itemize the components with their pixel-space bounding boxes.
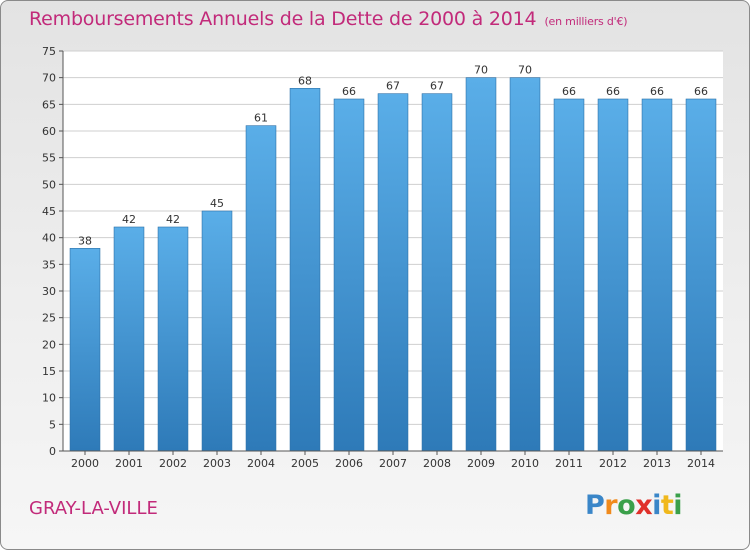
value-label-2005: 68 (298, 74, 312, 87)
y-tick-label: 75 (42, 45, 56, 58)
y-tick-label: 70 (42, 72, 56, 85)
x-tick-label-2014: 2014 (687, 457, 715, 470)
x-tick-label-2010: 2010 (511, 457, 539, 470)
bar-2004 (245, 125, 277, 452)
logo-letter: o (617, 490, 636, 521)
value-label-2003: 45 (210, 197, 224, 210)
bar-2000 (69, 248, 101, 452)
value-labels: 38 42 42 45 61 68 66 67 67 70 70 66 66 66 66 (78, 64, 708, 248)
y-tick-label: 55 (42, 152, 56, 165)
x-tick-label-2003: 2003 (203, 457, 231, 470)
value-label-2009: 70 (474, 64, 488, 77)
value-label-2012: 66 (606, 85, 620, 98)
chart-title-text: Remboursements Annuels de la Dette de 20… (29, 8, 537, 30)
x-tick-label-2002: 2002 (159, 457, 187, 470)
y-tick-label: 5 (49, 418, 56, 431)
bar-2013 (641, 98, 673, 452)
y-tick-label: 0 (49, 445, 56, 458)
chart-title: Remboursements Annuels de la Dette de 20… (29, 8, 628, 30)
value-label-2006: 66 (342, 85, 356, 98)
value-label-2002: 42 (166, 213, 180, 226)
value-label-2011: 66 (562, 85, 576, 98)
value-label-2010: 70 (518, 64, 532, 77)
x-tick-label-2007: 2007 (379, 457, 407, 470)
bar-2011 (553, 98, 585, 452)
proxiti-logo: Proxiti (585, 490, 683, 521)
x-tick-label-2009: 2009 (467, 457, 495, 470)
commune-name: GRAY-LA-VILLE (29, 498, 158, 519)
y-tick-label: 45 (42, 205, 56, 218)
x-tick-label-2004: 2004 (247, 457, 275, 470)
value-label-2004: 61 (254, 112, 268, 125)
logo-letter: x (635, 490, 653, 521)
value-label-2007: 67 (386, 80, 400, 93)
y-tick-label: 20 (42, 338, 56, 351)
bar-2009 (465, 77, 497, 452)
bar-2006 (333, 98, 365, 452)
y-tick-label: 40 (42, 232, 56, 245)
bar-2012 (597, 98, 629, 452)
y-tick-label: 35 (42, 258, 56, 271)
value-label-2000: 38 (78, 234, 92, 247)
bar-2008 (421, 93, 453, 452)
bar-2010 (509, 77, 541, 452)
chart-unit-label: (en milliers d'€) (544, 15, 628, 28)
bar-2001 (113, 226, 145, 452)
bar-2007 (377, 93, 409, 452)
x-tick-label-2001: 2001 (115, 457, 143, 470)
x-tick-label-2012: 2012 (599, 457, 627, 470)
y-axis-ticks: 0 5 10 15 20 25 30 35 40 45 50 55 60 65 70 75 (42, 45, 63, 458)
value-label-2014: 66 (694, 85, 708, 98)
x-axis-ticks: 2000 2001 2002 2003 2004 2005 2006 2007 2008 2009… (71, 451, 715, 470)
y-tick-label: 65 (42, 98, 56, 111)
x-tick-label-2008: 2008 (423, 457, 451, 470)
logo-letter: P (585, 490, 605, 521)
bar-2002 (157, 226, 189, 452)
logo-letter: t (660, 490, 674, 521)
x-tick-label-2006: 2006 (335, 457, 363, 470)
x-tick-label-2013: 2013 (643, 457, 671, 470)
x-tick-label-2005: 2005 (291, 457, 319, 470)
y-tick-label: 15 (42, 365, 56, 378)
bar-2003 (201, 210, 233, 452)
y-tick-label: 60 (42, 125, 56, 138)
logo-letter: r (604, 490, 618, 521)
bars (69, 77, 717, 452)
y-tick-label: 30 (42, 285, 56, 298)
x-tick-label-2000: 2000 (71, 457, 99, 470)
logo-letter: i (652, 490, 661, 521)
value-label-2008: 67 (430, 80, 444, 93)
bar-2014 (685, 98, 717, 452)
y-tick-label: 50 (42, 178, 56, 191)
value-label-2013: 66 (650, 85, 664, 98)
y-tick-label: 25 (42, 312, 56, 325)
value-label-2001: 42 (122, 213, 136, 226)
logo-letter: i (673, 490, 683, 521)
y-tick-label: 10 (42, 392, 56, 405)
x-tick-label-2011: 2011 (555, 457, 583, 470)
bar-2005 (289, 88, 321, 452)
